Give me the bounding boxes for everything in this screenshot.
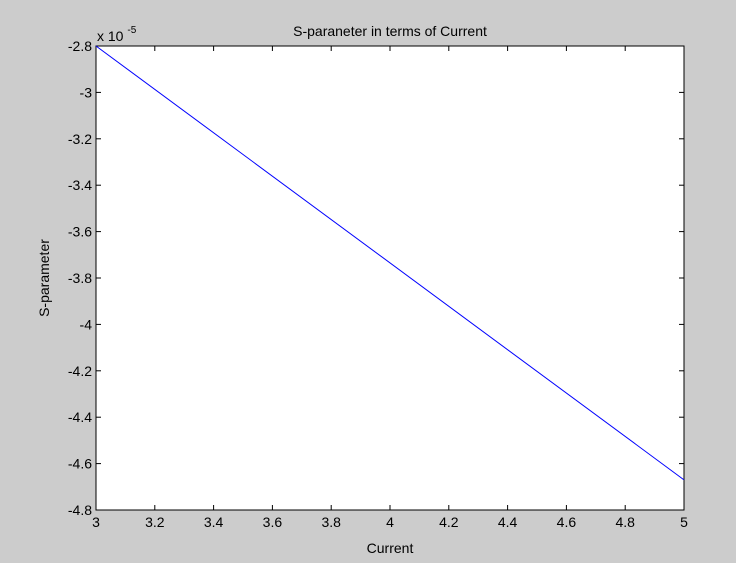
x-tick-label: 3.2 [145,514,165,530]
y-tick-label: -4.2 [68,363,92,379]
x-tick-label: 3.8 [321,514,341,530]
plot-area [95,45,685,511]
x-ticks: 3 3.2 3.4 3.6 3.8 4 4.2 4.4 4.6 4.8 5 [92,46,688,530]
series-layer [95,45,685,481]
y-tick-label: -3 [80,84,93,100]
y-tick-label: -3.6 [68,224,92,240]
x-tick-label: 4.4 [498,514,518,530]
y-tick-label: -3.4 [68,177,92,193]
y-tick-label: -4.6 [68,456,92,472]
series-line [95,45,685,481]
y-exponent-power: -5 [127,25,136,36]
chart-title: S-paraneter in terms of Current [293,23,487,39]
x-tick-label: 4.6 [557,514,577,530]
y-exponent-base: x 10 [97,28,124,44]
x-axis-label: Current [367,540,414,556]
x-tick-label: 3 [92,514,100,530]
y-axis-label: S-parameter [36,239,52,317]
x-tick-label: 3.4 [204,514,224,530]
y-ticks: -2.8 -3 -3.2 -3.4 -3.6 -3.8 -4 -4.2 -4.4 -4.6 -4.8 [68,38,684,518]
x-tick-label: 4.2 [439,514,459,530]
y-tick-label: -4.8 [68,502,92,518]
x-tick-label: 4 [386,514,394,530]
y-exponent-label: x 10 -5 [97,25,137,44]
y-tick-label: -3.8 [68,270,92,286]
x-tick-label: 3.6 [263,514,283,530]
y-tick-label: -2.8 [68,38,92,54]
x-tick-label: 4.8 [615,514,635,530]
y-tick-label: -3.2 [68,131,92,147]
x-tick-label: 5 [680,514,688,530]
y-tick-label: -4.4 [68,409,92,425]
y-tick-label: -4 [80,316,93,332]
